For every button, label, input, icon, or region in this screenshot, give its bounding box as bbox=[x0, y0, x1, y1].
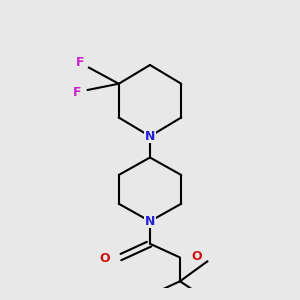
Text: O: O bbox=[100, 252, 110, 265]
Text: N: N bbox=[145, 130, 155, 143]
Text: F: F bbox=[76, 56, 84, 69]
Text: N: N bbox=[145, 215, 155, 228]
Text: O: O bbox=[191, 250, 202, 263]
Text: F: F bbox=[73, 86, 82, 99]
